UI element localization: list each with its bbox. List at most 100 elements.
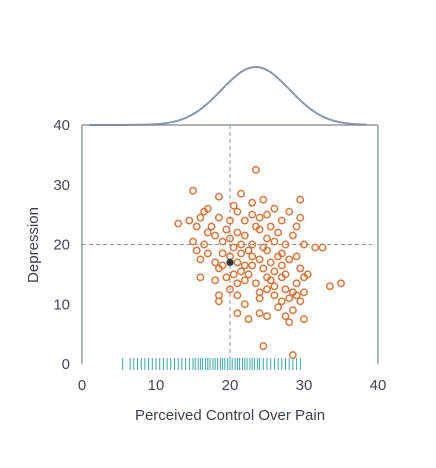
data-point	[240, 261, 249, 270]
data-point	[211, 258, 220, 267]
data-point	[255, 213, 264, 222]
data-point	[270, 237, 279, 246]
data-point	[207, 222, 216, 231]
data-point	[255, 255, 264, 264]
data-point	[337, 279, 345, 288]
data-point	[244, 246, 253, 255]
data-point	[300, 240, 308, 249]
data-point	[259, 264, 268, 273]
data-point	[196, 273, 205, 282]
x-tick-label: 20	[222, 377, 239, 394]
data-point	[214, 213, 223, 222]
data-point	[189, 186, 197, 195]
data-point	[229, 270, 238, 279]
data-point	[237, 189, 246, 198]
data-point	[185, 216, 194, 225]
data-point	[300, 273, 308, 282]
data-point	[192, 246, 201, 255]
data-point	[233, 207, 242, 216]
data-point	[281, 285, 290, 294]
data-point	[237, 240, 246, 249]
y-axis-title: Depression	[25, 207, 42, 283]
data-point	[222, 225, 231, 234]
data-point	[211, 231, 220, 240]
data-point	[259, 342, 268, 351]
y-tick-label: 30	[53, 177, 70, 194]
data-point	[263, 234, 271, 243]
reference-lines	[82, 125, 372, 364]
data-point	[281, 240, 290, 249]
data-point	[259, 243, 268, 252]
data-point	[192, 222, 201, 231]
data-point	[296, 264, 305, 273]
x-tick-label: 30	[296, 377, 313, 394]
data-point	[285, 294, 294, 303]
x-tick-label: 10	[148, 377, 165, 394]
data-point	[229, 243, 238, 252]
data-point	[200, 240, 209, 249]
data-point	[233, 258, 242, 267]
data-point	[226, 216, 234, 225]
data-points	[174, 165, 345, 359]
x-axis-title: Perceived Control Over Pain	[135, 407, 325, 424]
data-point	[277, 249, 286, 258]
data-point	[229, 201, 238, 210]
data-point	[288, 306, 297, 315]
data-point	[285, 318, 294, 327]
data-point	[318, 243, 327, 252]
data-point	[285, 207, 294, 216]
data-point	[292, 252, 301, 261]
data-point	[248, 240, 257, 249]
mean-point	[226, 258, 234, 267]
data-point	[292, 291, 301, 300]
data-point	[285, 255, 294, 264]
data-point	[263, 273, 271, 282]
y-tick-labels: 0 10 20 30 40	[53, 117, 70, 373]
data-point	[240, 276, 249, 285]
data-point	[226, 285, 234, 294]
data-point	[270, 291, 279, 300]
data-point	[274, 303, 283, 312]
data-point	[218, 249, 227, 258]
data-point	[248, 210, 257, 219]
data-point	[211, 276, 220, 285]
data-point	[214, 297, 223, 306]
data-point	[274, 228, 283, 237]
data-point	[251, 222, 260, 231]
density-curve-layer	[89, 65, 367, 126]
data-point	[263, 285, 271, 294]
data-point	[255, 294, 264, 303]
data-point	[218, 261, 227, 270]
x-tick-label: 40	[370, 377, 387, 394]
rug-marks	[122, 358, 301, 370]
data-point	[292, 279, 301, 288]
data-point	[218, 237, 227, 246]
data-point	[203, 228, 212, 237]
data-point	[288, 231, 297, 240]
y-tick-label: 0	[62, 356, 70, 373]
y-tick-label: 20	[53, 237, 70, 254]
data-point	[266, 258, 275, 267]
data-point	[259, 195, 268, 204]
data-point	[277, 261, 286, 270]
data-point	[270, 267, 279, 276]
data-point	[222, 273, 231, 282]
data-point	[244, 315, 253, 324]
y-tick-label: 10	[53, 296, 70, 313]
data-point	[266, 222, 275, 231]
data-point	[203, 249, 212, 258]
x-tick-labels: 0 10 20 30 40	[78, 377, 387, 394]
data-point	[196, 213, 205, 222]
data-point	[288, 351, 297, 359]
x-tick-label: 0	[78, 377, 86, 394]
data-point	[196, 255, 205, 264]
data-point	[237, 267, 246, 276]
data-point	[292, 222, 301, 231]
data-point	[240, 231, 249, 240]
data-point	[248, 261, 257, 270]
data-point	[277, 297, 286, 306]
data-point	[296, 297, 305, 306]
data-point	[251, 279, 260, 288]
data-point	[277, 216, 286, 225]
